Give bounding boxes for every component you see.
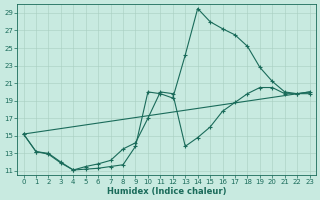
X-axis label: Humidex (Indice chaleur): Humidex (Indice chaleur) bbox=[107, 187, 226, 196]
